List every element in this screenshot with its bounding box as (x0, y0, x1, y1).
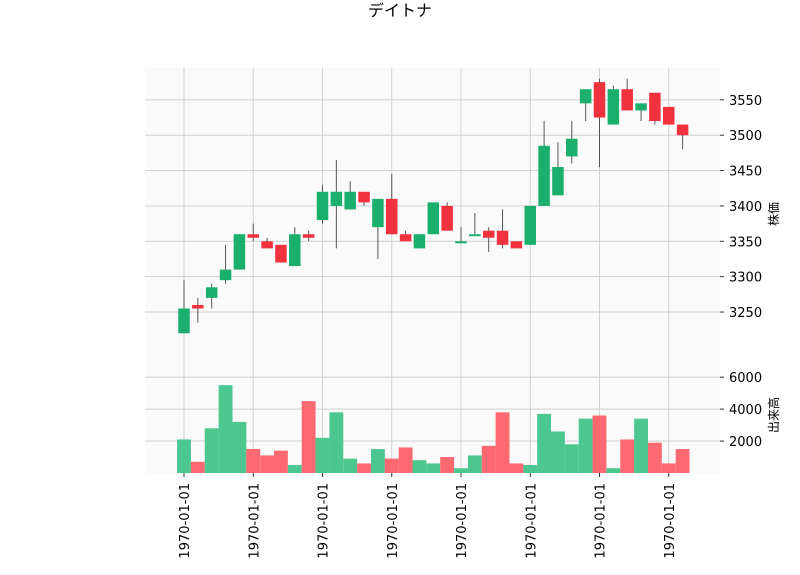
volume-bar (426, 463, 441, 473)
volume-bar (675, 449, 690, 473)
candle-body (330, 191, 343, 206)
candle-body (399, 234, 412, 242)
volume-bar (287, 465, 302, 473)
x-tick-label: 1970-01-01 (663, 483, 678, 559)
volume-bar (454, 468, 468, 473)
price-tick-label: 3500 (729, 129, 762, 144)
candle-body (538, 145, 550, 206)
candle-body (566, 138, 578, 157)
candle-body (455, 241, 467, 244)
candle-body (524, 205, 536, 245)
candle-body (649, 92, 661, 122)
volume-bar (343, 458, 358, 473)
candle-body (482, 230, 495, 238)
candle-body (247, 234, 259, 238)
volume-tick-label: 6000 (729, 371, 762, 386)
candle-body (621, 89, 633, 111)
x-tick-label: 1970-01-01 (594, 483, 609, 559)
price-tick-label: 3250 (729, 306, 762, 321)
price-axis-label: 株価 (766, 202, 781, 226)
volume-axis-label: 出来高 (766, 397, 781, 433)
volume-bar (537, 413, 552, 473)
volume-bar (495, 412, 510, 473)
candle-body (386, 198, 398, 235)
volume-bar (177, 439, 191, 473)
volume-tick-label: 4000 (729, 403, 762, 418)
volume-bar (592, 415, 607, 473)
candle-body (344, 191, 356, 210)
candle-body (552, 167, 564, 196)
volume-bar (523, 465, 538, 473)
candle-body (413, 234, 426, 249)
price-tick-label: 3350 (729, 235, 762, 250)
price-tick-label: 3400 (729, 200, 762, 215)
volume-bar (246, 449, 261, 473)
volume-bar (274, 450, 288, 473)
candle-body (496, 230, 509, 245)
candle-body (205, 287, 218, 298)
candle-body (289, 234, 301, 267)
candle-body (427, 202, 440, 235)
x-tick-label: 1970-01-01 (317, 483, 332, 559)
candle-body (302, 234, 315, 238)
candle-body (593, 82, 606, 118)
volume-bar (620, 439, 635, 473)
volume-bar (370, 449, 385, 473)
volume-bar (260, 455, 275, 473)
volume-bar (509, 463, 524, 473)
candle-body (358, 191, 370, 203)
volume-bar (606, 468, 621, 473)
candle-body (469, 234, 481, 237)
x-tick-label: 1970-01-01 (386, 483, 401, 559)
candle-body (663, 106, 675, 125)
x-tick-label: 1970-01-01 (524, 483, 539, 559)
volume-bar (578, 418, 593, 473)
candle-body (579, 89, 592, 104)
candle-body (635, 103, 647, 111)
candle-body (275, 244, 287, 263)
volume-tick-label: 2000 (729, 435, 762, 450)
volume-bar (467, 455, 482, 473)
candle-body (607, 89, 620, 125)
candle-body (261, 241, 273, 249)
x-tick-label: 1970-01-01 (455, 483, 470, 559)
volume-bar (564, 444, 579, 473)
volume-bar (647, 442, 662, 473)
volume-bar (357, 463, 371, 473)
volume-bar (301, 401, 316, 473)
volume-bar (218, 385, 233, 473)
price-tick-label: 3300 (729, 271, 762, 286)
volume-bar (398, 447, 413, 473)
x-axis: 1970-01-01 1970-01-01 1970-01-01 1970-01-01… (178, 473, 678, 559)
price-tick-label: 3450 (729, 165, 762, 180)
candle-body (441, 205, 453, 231)
chart-title: デイトナ (368, 1, 432, 20)
price-panel: 3250 3300 3350 3400 3450 3500 3550 (145, 68, 762, 358)
volume-bar (384, 458, 399, 473)
x-tick-label: 1970-01-01 (178, 483, 193, 559)
volume-bar (481, 445, 496, 473)
volume-bar (661, 463, 676, 473)
candle-body (233, 234, 246, 270)
candle-body (510, 241, 523, 249)
volume-bar (315, 437, 330, 473)
candle-body (372, 198, 384, 228)
volume-bar (232, 421, 247, 473)
volume-bar (551, 431, 565, 473)
x-tick-label: 1970-01-01 (247, 483, 262, 559)
volume-bar (204, 428, 219, 473)
volume-bar (634, 418, 648, 473)
volume-bar (329, 412, 344, 473)
price-tick-label: 3550 (729, 94, 762, 109)
candle-body (192, 304, 204, 309)
candle-body (316, 191, 329, 221)
volume-bar (412, 460, 427, 473)
candle-body (178, 308, 190, 334)
volume-bar (190, 461, 205, 473)
volume-panel: 2000 4000 6000 (145, 358, 762, 473)
volume-bar (440, 457, 455, 473)
candle-body (219, 269, 232, 281)
candle-body (676, 124, 689, 136)
